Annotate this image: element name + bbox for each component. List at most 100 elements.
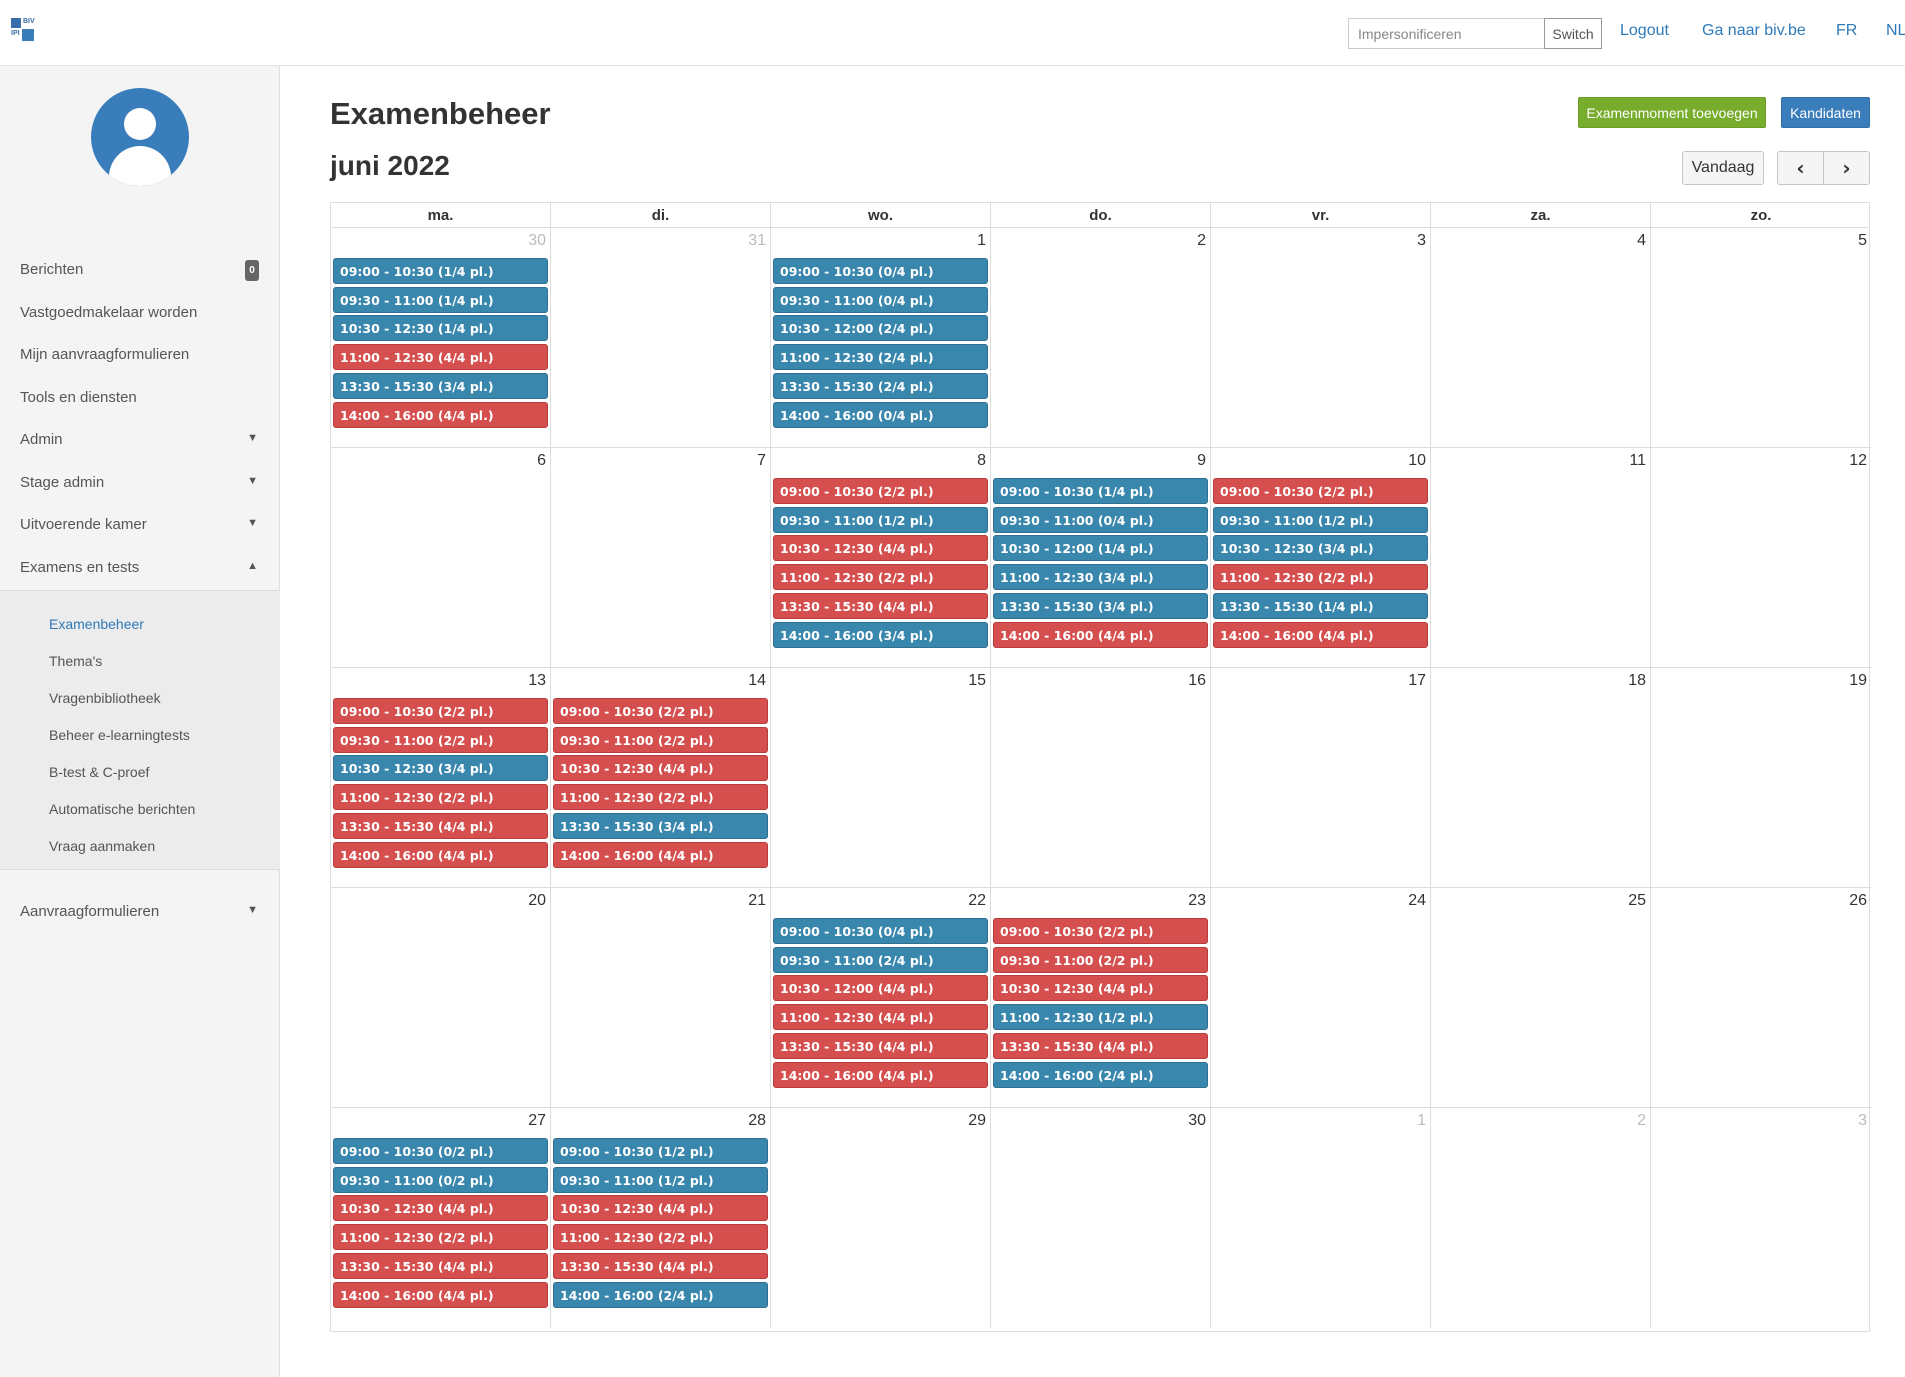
exam-event[interactable]: 10:30 - 12:00 (1/4 pl.) (993, 535, 1208, 562)
calendar-day-cell[interactable]: 21 (551, 888, 771, 1108)
exam-event[interactable]: 13:30 - 15:30 (3/4 pl.) (553, 812, 768, 839)
exam-event[interactable]: 14:00 - 16:00 (4/4 pl.) (993, 621, 1208, 648)
calendar-day-cell[interactable]: 14 09:00 - 10:30 (2/2 pl.) 09:30 - 11:00 (… (551, 668, 771, 888)
calendar-day-cell[interactable]: 9 09:00 - 10:30 (1/4 pl.) 09:30 - 11:00 (0… (991, 448, 1211, 668)
exam-event[interactable]: 11:00 - 12:30 (2/2 pl.) (773, 564, 988, 591)
subnav-vragenbibliotheek[interactable]: Vragenbibliotheek (49, 690, 161, 706)
exam-event[interactable]: 11:00 - 12:30 (4/4 pl.) (333, 344, 548, 371)
exam-event[interactable]: 09:30 - 11:00 (2/4 pl.) (773, 946, 988, 973)
exam-event[interactable]: 13:30 - 15:30 (4/4 pl.) (333, 1252, 548, 1279)
exam-event[interactable]: 11:00 - 12:30 (2/2 pl.) (553, 1224, 768, 1251)
exam-event[interactable]: 14:00 - 16:00 (4/4 pl.) (1213, 621, 1428, 648)
exam-event[interactable]: 13:30 - 15:30 (3/4 pl.) (333, 372, 548, 399)
exam-event[interactable]: 09:00 - 10:30 (2/2 pl.) (333, 698, 548, 724)
calendar-day-cell[interactable]: 31 (551, 228, 771, 448)
user-avatar-icon[interactable] (91, 88, 189, 186)
sidebar-item-uitvoerende-kamer[interactable]: Uitvoerende kamer ▼ (0, 504, 280, 546)
exam-event[interactable]: 11:00 - 12:30 (2/2 pl.) (1213, 564, 1428, 591)
exam-event[interactable]: 09:30 - 11:00 (0/2 pl.) (333, 1166, 548, 1193)
calendar-day-cell[interactable]: 10 09:00 - 10:30 (2/2 pl.) 09:30 - 11:00 (… (1211, 448, 1431, 668)
sidebar-item-admin[interactable]: Admin ▼ (0, 419, 280, 461)
calendar-day-cell[interactable]: 20 (331, 888, 551, 1108)
exam-event[interactable]: 13:30 - 15:30 (4/4 pl.) (333, 812, 548, 839)
calendar-day-cell[interactable]: 6 (331, 448, 551, 668)
exam-event[interactable]: 10:30 - 12:30 (4/4 pl.) (333, 1195, 548, 1222)
calendar-day-cell[interactable]: 5 (1651, 228, 1871, 448)
exam-event[interactable]: 09:30 - 11:00 (0/4 pl.) (773, 286, 988, 313)
exam-event[interactable]: 14:00 - 16:00 (4/4 pl.) (333, 841, 548, 868)
calendar-day-cell[interactable]: 4 (1431, 228, 1651, 448)
exam-event[interactable]: 13:30 - 15:30 (4/4 pl.) (993, 1032, 1208, 1059)
exam-event[interactable]: 10:30 - 12:30 (3/4 pl.) (1213, 535, 1428, 562)
exam-event[interactable]: 09:30 - 11:00 (2/2 pl.) (333, 726, 548, 753)
sidebar-item-aanvraagformulieren[interactable]: Aanvraagformulieren ▼ (0, 891, 280, 933)
calendar-day-cell[interactable]: 19 (1651, 668, 1871, 888)
exam-event[interactable]: 09:30 - 11:00 (0/4 pl.) (993, 506, 1208, 533)
exam-event[interactable]: 09:00 - 10:30 (1/2 pl.) (553, 1138, 768, 1164)
calendar-day-cell[interactable]: 30 (991, 1108, 1211, 1328)
exam-event[interactable]: 14:00 - 16:00 (0/4 pl.) (773, 401, 988, 428)
exam-event[interactable]: 13:30 - 15:30 (4/4 pl.) (553, 1252, 768, 1279)
exam-event[interactable]: 13:30 - 15:30 (4/4 pl.) (773, 1032, 988, 1059)
calendar-day-cell[interactable]: 3 (1651, 1108, 1871, 1328)
exam-event[interactable]: 10:30 - 12:00 (4/4 pl.) (773, 975, 988, 1002)
exam-event[interactable]: 09:00 - 10:30 (0/2 pl.) (333, 1138, 548, 1164)
logout-link[interactable]: Logout (1620, 22, 1669, 39)
calendar-day-cell[interactable]: 12 (1651, 448, 1871, 668)
exam-event[interactable]: 09:30 - 11:00 (2/2 pl.) (553, 726, 768, 753)
calendar-day-cell[interactable]: 28 09:00 - 10:30 (1/2 pl.) 09:30 - 11:00 (… (551, 1108, 771, 1328)
calendar-day-cell[interactable]: 22 09:00 - 10:30 (0/4 pl.) 09:30 - 11:00 (… (771, 888, 991, 1108)
calendar-day-cell[interactable]: 3 (1211, 228, 1431, 448)
switch-button[interactable]: Switch (1544, 18, 1602, 49)
candidates-button[interactable]: Kandidaten (1781, 97, 1870, 128)
exam-event[interactable]: 09:30 - 11:00 (1/2 pl.) (1213, 506, 1428, 533)
sidebar-item-examens[interactable]: Examens en tests ▲ (0, 547, 280, 589)
exam-event[interactable]: 09:00 - 10:30 (1/4 pl.) (333, 258, 548, 284)
subnav-themas[interactable]: Thema's (49, 653, 103, 669)
calendar-day-cell[interactable]: 1 09:00 - 10:30 (0/4 pl.) 09:30 - 11:00 (0… (771, 228, 991, 448)
sidebar-item-aanvraagformulieren-mijn[interactable]: Mijn aanvraagformulieren (0, 334, 280, 376)
exam-event[interactable]: 11:00 - 12:30 (1/2 pl.) (993, 1004, 1208, 1031)
calendar-day-cell[interactable]: 27 09:00 - 10:30 (0/2 pl.) 09:30 - 11:00 (… (331, 1108, 551, 1328)
exam-event[interactable]: 11:00 - 12:30 (3/4 pl.) (993, 564, 1208, 591)
exam-event[interactable]: 09:30 - 11:00 (1/2 pl.) (773, 506, 988, 533)
exam-event[interactable]: 09:30 - 11:00 (1/2 pl.) (553, 1166, 768, 1193)
calendar-day-cell[interactable]: 18 (1431, 668, 1651, 888)
biv-logo[interactable]: BIV IPI (11, 18, 37, 42)
subnav-automatische-berichten[interactable]: Automatische berichten (49, 801, 196, 817)
next-month-chevron-icon[interactable]: › (1823, 151, 1870, 185)
subnav-examenbeheer[interactable]: Examenbeheer (49, 616, 144, 632)
exam-event[interactable]: 09:30 - 11:00 (1/4 pl.) (333, 286, 548, 313)
calendar-day-cell[interactable]: 1 (1211, 1108, 1431, 1328)
exam-event[interactable]: 10:30 - 12:30 (4/4 pl.) (993, 975, 1208, 1002)
exam-event[interactable]: 13:30 - 15:30 (2/4 pl.) (773, 372, 988, 399)
exam-event[interactable]: 09:00 - 10:30 (0/4 pl.) (773, 258, 988, 284)
calendar-day-cell[interactable]: 13 09:00 - 10:30 (2/2 pl.) 09:30 - 11:00 (… (331, 668, 551, 888)
today-button[interactable]: Vandaag (1682, 151, 1764, 185)
lang-fr-link[interactable]: FR (1836, 22, 1858, 39)
exam-event[interactable]: 10:30 - 12:00 (2/4 pl.) (773, 315, 988, 342)
exam-event[interactable]: 11:00 - 12:30 (4/4 pl.) (773, 1004, 988, 1031)
calendar-day-cell[interactable]: 29 (771, 1108, 991, 1328)
calendar-day-cell[interactable]: 24 (1211, 888, 1431, 1108)
exam-event[interactable]: 13:30 - 15:30 (1/4 pl.) (1213, 592, 1428, 619)
exam-event[interactable]: 09:00 - 10:30 (2/2 pl.) (1213, 478, 1428, 504)
subnav-btest-cproef[interactable]: B-test & C-proef (49, 764, 150, 780)
exam-event[interactable]: 09:00 - 10:30 (2/2 pl.) (773, 478, 988, 504)
exam-event[interactable]: 11:00 - 12:30 (2/2 pl.) (333, 1224, 548, 1251)
calendar-day-cell[interactable]: 7 (551, 448, 771, 668)
calendar-day-cell[interactable]: 11 (1431, 448, 1651, 668)
exam-event[interactable]: 11:00 - 12:30 (2/2 pl.) (553, 784, 768, 811)
exam-event[interactable]: 09:00 - 10:30 (2/2 pl.) (553, 698, 768, 724)
exam-event[interactable]: 14:00 - 16:00 (2/4 pl.) (993, 1061, 1208, 1088)
calendar-day-cell[interactable]: 30 09:00 - 10:30 (1/4 pl.) 09:30 - 11:00 (… (331, 228, 551, 448)
exam-event[interactable]: 10:30 - 12:30 (4/4 pl.) (553, 1195, 768, 1222)
sidebar-item-vastgoedmakelaar[interactable]: Vastgoedmakelaar worden (0, 292, 280, 334)
lang-nl-link[interactable]: NL (1886, 22, 1905, 39)
calendar-day-cell[interactable]: 26 (1651, 888, 1871, 1108)
biv-site-link[interactable]: Ga naar biv.be (1702, 22, 1806, 39)
exam-event[interactable]: 10:30 - 12:30 (3/4 pl.) (333, 755, 548, 782)
exam-event[interactable]: 09:00 - 10:30 (1/4 pl.) (993, 478, 1208, 504)
calendar-day-cell[interactable]: 2 (1431, 1108, 1651, 1328)
exam-event[interactable]: 14:00 - 16:00 (4/4 pl.) (553, 841, 768, 868)
